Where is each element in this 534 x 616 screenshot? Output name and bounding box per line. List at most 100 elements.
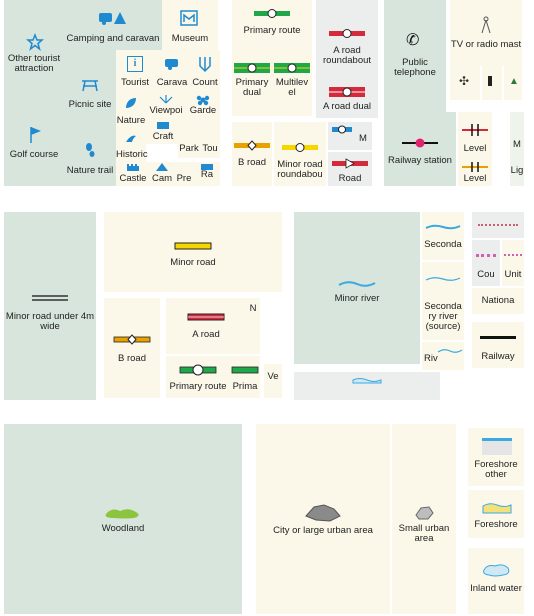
tile-a-road: A road <box>166 298 246 354</box>
label-ve: Ve <box>267 371 279 382</box>
prima-symbol <box>231 366 259 374</box>
label-historic: Historic <box>116 149 148 160</box>
label-other-tourist-attraction: Other tourist attraction <box>7 53 61 74</box>
label-railway-station: Railway station <box>388 155 452 166</box>
label-picnic: Picnic site <box>68 99 112 110</box>
nature-reserve-icon <box>126 98 136 108</box>
label-minor-river: Minor river <box>334 293 380 304</box>
label-cam: Cam <box>151 173 173 184</box>
label-craft: Craft <box>152 131 174 142</box>
label-woodland: Woodland <box>101 523 145 534</box>
label-n-short: N <box>249 303 257 314</box>
label-minor-road-under: Minor road under 4m wide <box>5 311 95 332</box>
tile-level-crossing-1: Level <box>458 112 492 158</box>
a-road-symbol <box>187 313 225 321</box>
unitary-boundary-line <box>504 254 522 256</box>
label-tourist: Tourist <box>121 77 149 88</box>
tile-country-park: Count <box>190 50 220 92</box>
golf-flag-icon <box>30 127 41 143</box>
tile-level-crossing-2: Level <box>458 158 492 186</box>
tile-minor-river: Minor river <box>294 212 420 364</box>
label-country: Count <box>192 77 218 88</box>
tile-primary-dual: Primary dual <box>232 48 272 116</box>
label-foreshore-other: Foreshore other <box>474 459 518 480</box>
tile-m: M <box>328 122 372 150</box>
road-arrow-symbol <box>332 158 368 169</box>
county-boundary-line <box>476 254 496 257</box>
foreshore-other-symbol <box>482 438 512 455</box>
tile-foreshore: Foreshore <box>468 490 524 538</box>
tile-inland-water: Inland water <box>468 548 524 614</box>
tile-cam: Cam <box>150 162 174 186</box>
tile-boundary-top <box>472 212 524 238</box>
tile-primary-route-mid: Primary route <box>166 356 230 398</box>
boundary-line <box>478 224 518 226</box>
label-road: Road <box>338 173 362 184</box>
info-icon: i <box>127 56 143 72</box>
b-road-symbol <box>234 140 270 151</box>
tile-riv: Riv <box>422 342 464 370</box>
tile-cou: Cou <box>472 240 500 286</box>
tile-city-urban: City or large urban area <box>256 424 390 614</box>
label-museum: Museum <box>171 33 209 44</box>
caravan-icon <box>165 59 178 70</box>
tile-unit: Unit <box>502 240 524 286</box>
b-road-mid-symbol <box>113 334 151 345</box>
tile-historic: Historic <box>116 130 148 162</box>
tile-minor-road-under: Minor road under 4m wide <box>4 212 96 400</box>
label-minor-road: Minor road <box>170 257 216 268</box>
tile-railway: Railway <box>472 322 524 368</box>
tile-small-urban: Small urban area <box>392 424 456 614</box>
label-riv: Riv <box>424 353 438 364</box>
tile-minor-road: Minor road <box>104 212 282 292</box>
city-urban-symbol <box>305 504 341 522</box>
tile-golf: Golf course <box>4 96 64 186</box>
multilevel-junction-symbol <box>274 63 310 73</box>
tile-secondary-river-source: Seconda ry river (source) <box>422 262 464 340</box>
tile-park: Park <box>178 130 200 158</box>
label-castle: Castle <box>119 173 147 184</box>
primary-route-mid-symbol <box>179 364 217 376</box>
tile-multilevel: Multilev el <box>272 48 312 116</box>
label-tv-radio-mast: TV or radio mast <box>450 39 522 50</box>
craft-icon <box>157 122 169 129</box>
level-crossing-symbol-2 <box>462 162 488 172</box>
label-foreshore: Foreshore <box>474 519 518 530</box>
river-symbol <box>437 349 463 353</box>
minor-road-symbol <box>174 242 212 250</box>
tile-camping-caravan: Camping and caravan <box>64 0 162 50</box>
label-b-road-mid: B road <box>118 353 146 364</box>
caravan-tent-icon <box>99 12 126 25</box>
water-strip-symbol <box>352 378 382 384</box>
star-icon <box>26 32 44 51</box>
tile-garden: Garde <box>186 92 220 130</box>
tile-b-road-mid: B road <box>104 298 160 398</box>
label-ra: Ra <box>200 169 214 180</box>
label-minor-roundabout: Minor road roundabou <box>277 159 323 180</box>
tile-caravan: Carava <box>154 50 190 92</box>
label-a-road-roundabout: A road roundabout <box>322 45 372 66</box>
label-m-short: M <box>513 139 521 150</box>
tile-craft: Craft <box>146 118 180 144</box>
secondary-river-symbol <box>425 224 461 230</box>
label-city-urban: City or large urban area <box>273 525 373 536</box>
label-unit: Unit <box>504 269 522 280</box>
label-primary-route: Primary route <box>243 25 301 36</box>
lighthouse-icon <box>488 76 492 86</box>
primary-dual-symbol <box>234 63 270 73</box>
label-nationa: Nationa <box>481 295 515 306</box>
motorway-symbol <box>332 125 352 134</box>
railway-station-symbol <box>402 138 438 148</box>
a-road-dual-symbol <box>329 87 365 97</box>
small-urban-symbol <box>415 506 434 520</box>
tile-nationa: Nationa <box>472 288 524 314</box>
tile-primary-route: Primary route <box>232 0 312 48</box>
minor-road-under-symbol <box>32 295 68 301</box>
label-small-urban: Small urban area <box>398 523 450 544</box>
tile-lig: Lig <box>510 158 524 186</box>
tile-a-road-roundabout: A road roundabout <box>316 0 378 84</box>
tile-water-bar <box>294 372 440 400</box>
label-lig: Lig <box>510 165 524 176</box>
museum-icon <box>180 10 198 26</box>
label-pre: Pre <box>176 173 192 184</box>
